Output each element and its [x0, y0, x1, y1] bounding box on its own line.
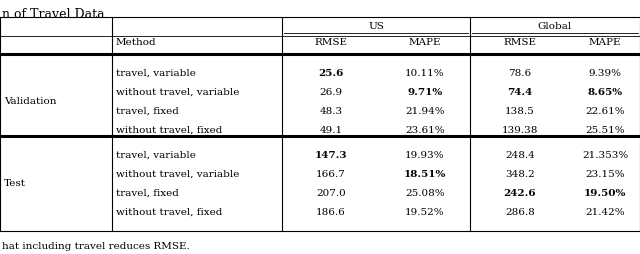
Text: 166.7: 166.7	[316, 169, 346, 178]
Text: travel, fixed: travel, fixed	[116, 188, 179, 197]
Text: travel, variable: travel, variable	[116, 69, 196, 78]
Text: 19.93%: 19.93%	[405, 150, 445, 159]
Text: 147.3: 147.3	[315, 150, 348, 159]
Text: Method: Method	[116, 38, 157, 47]
Text: without travel, fixed: without travel, fixed	[116, 125, 222, 134]
Text: 207.0: 207.0	[316, 188, 346, 197]
Text: 74.4: 74.4	[508, 88, 532, 97]
Text: 21.42%: 21.42%	[585, 207, 625, 216]
Text: Global: Global	[538, 22, 572, 31]
Text: without travel, variable: without travel, variable	[116, 88, 239, 97]
Text: 8.65%: 8.65%	[588, 88, 623, 97]
Text: without travel, fixed: without travel, fixed	[116, 207, 222, 216]
Text: 26.9: 26.9	[319, 88, 342, 97]
Text: travel, variable: travel, variable	[116, 150, 196, 159]
Text: 21.94%: 21.94%	[405, 107, 445, 116]
Text: 286.8: 286.8	[505, 207, 535, 216]
Text: 21.353%: 21.353%	[582, 150, 628, 159]
Text: n of Travel Data: n of Travel Data	[2, 8, 104, 21]
Text: 23.15%: 23.15%	[585, 169, 625, 178]
Text: hat including travel reduces RMSE.: hat including travel reduces RMSE.	[2, 241, 189, 250]
Text: without travel, variable: without travel, variable	[116, 169, 239, 178]
Text: 22.61%: 22.61%	[585, 107, 625, 116]
Text: RMSE: RMSE	[504, 38, 536, 47]
Text: 49.1: 49.1	[319, 125, 342, 134]
Text: RMSE: RMSE	[314, 38, 348, 47]
Text: 139.38: 139.38	[502, 125, 538, 134]
Text: Validation: Validation	[4, 97, 56, 106]
Text: travel, fixed: travel, fixed	[116, 107, 179, 116]
Text: 9.39%: 9.39%	[589, 69, 621, 78]
Text: 10.11%: 10.11%	[405, 69, 445, 78]
Text: 25.08%: 25.08%	[405, 188, 445, 197]
Text: 248.4: 248.4	[505, 150, 535, 159]
Text: 25.6: 25.6	[318, 69, 344, 78]
Text: Test: Test	[4, 178, 26, 187]
Text: 186.6: 186.6	[316, 207, 346, 216]
Text: 348.2: 348.2	[505, 169, 535, 178]
Text: 18.51%: 18.51%	[404, 169, 446, 178]
Text: US: US	[368, 22, 384, 31]
Text: 78.6: 78.6	[508, 69, 532, 78]
Text: 19.52%: 19.52%	[405, 207, 445, 216]
Text: 23.61%: 23.61%	[405, 125, 445, 134]
Text: 9.71%: 9.71%	[408, 88, 443, 97]
Text: MAPE: MAPE	[589, 38, 621, 47]
Text: 48.3: 48.3	[319, 107, 342, 116]
Text: 19.50%: 19.50%	[584, 188, 626, 197]
Text: 138.5: 138.5	[505, 107, 535, 116]
Text: MAPE: MAPE	[409, 38, 441, 47]
Text: 25.51%: 25.51%	[585, 125, 625, 134]
Text: 242.6: 242.6	[504, 188, 536, 197]
